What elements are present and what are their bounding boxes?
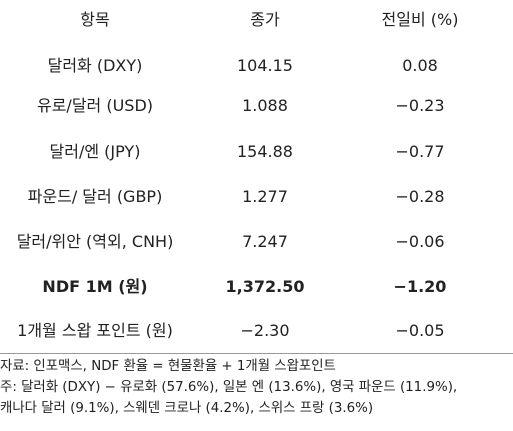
dxy-note-line-2: 캐나다 달러 (9.1%), 스웨덴 크로나 (4.2%), 스위스 프랑 (3… (0, 401, 374, 416)
row-close: 1.088 (242, 96, 288, 115)
row-item: 유로/달러 (USD) (36, 96, 154, 115)
table-row-highlight: NDF 1M (원) 1,372.50 −1.20 (0, 272, 513, 302)
row-close: 104.15 (237, 56, 293, 75)
row-item: 1개월 스왑 포인트 (원) (17, 321, 173, 340)
table-row: 달러/엔 (JPY) 154.88 −0.77 (0, 137, 513, 167)
row-change: −0.06 (395, 232, 445, 251)
row-close: 1,372.50 (225, 277, 305, 296)
row-item: 달러화 (DXY) (47, 56, 143, 75)
row-close: −2.30 (240, 321, 290, 340)
header-item: 항목 (80, 10, 110, 29)
row-change: −1.20 (393, 277, 447, 296)
row-change: −0.05 (395, 321, 445, 340)
row-change: −0.77 (395, 142, 445, 161)
row-item: 달러/엔 (JPY) (49, 142, 141, 161)
footnotes: 자료: 인포맥스, NDF 환율 = 현물환율 + 1개월 스왑포인트 주: 달… (0, 356, 513, 419)
header-change: 전일비 (%) (381, 10, 459, 29)
table-divider (0, 353, 513, 354)
row-item: NDF 1M (원) (42, 277, 148, 296)
dxy-note-line-1: 주: 달러화 (DXY) − 유로화 (57.6%), 일본 엔 (13.6%)… (0, 380, 458, 395)
table-row: 1개월 스왑 포인트 (원) −2.30 −0.05 (0, 316, 513, 346)
table-row: 유로/달러 (USD) 1.088 −0.23 (0, 91, 513, 121)
row-close: 154.88 (237, 142, 293, 161)
header-close: 종가 (250, 10, 280, 29)
table-row: 달러/위안 (역외, CNH) 7.247 −0.06 (0, 227, 513, 257)
row-change: −0.23 (395, 96, 445, 115)
table-row: 달러화 (DXY) 104.15 0.08 (0, 51, 513, 81)
row-change: 0.08 (402, 56, 438, 75)
table-header-row: 항목 종가 전일비 (%) (0, 5, 513, 35)
table-row: 파운드/ 달러 (GBP) 1.277 −0.28 (0, 182, 513, 212)
row-close: 1.277 (242, 187, 288, 206)
row-item: 달러/위안 (역외, CNH) (16, 232, 174, 251)
row-close: 7.247 (242, 232, 288, 251)
row-item: 파운드/ 달러 (GBP) (27, 187, 163, 206)
source-note: 자료: 인포맥스, NDF 환율 = 현물환율 + 1개월 스왑포인트 (0, 359, 336, 374)
row-change: −0.28 (395, 187, 445, 206)
